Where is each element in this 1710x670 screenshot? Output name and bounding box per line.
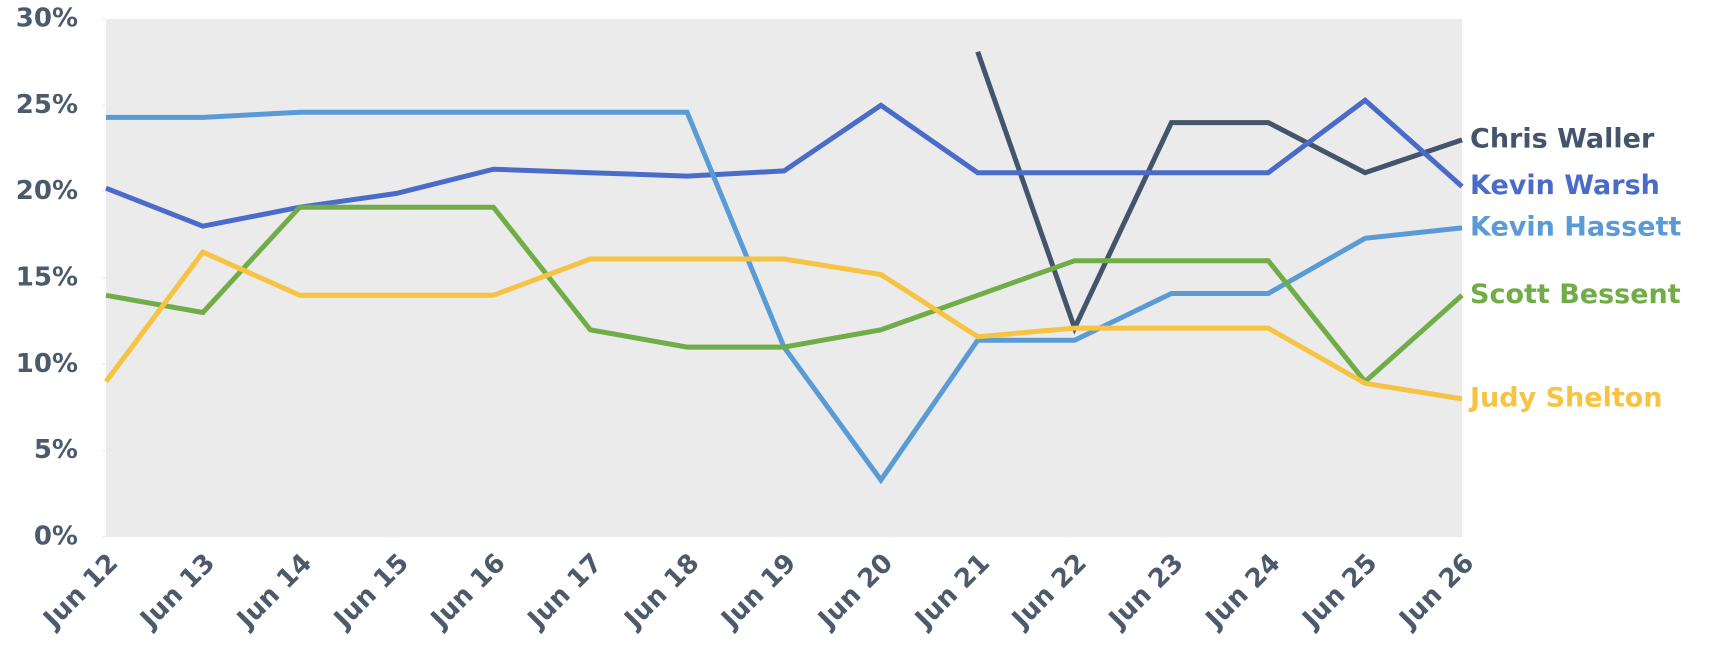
x-tick-label: Jun 16 <box>424 548 512 636</box>
x-tick-label: Jun 19 <box>715 548 803 636</box>
x-tick-label: Jun 12 <box>37 548 125 636</box>
series-label: Chris Waller <box>1470 123 1655 154</box>
x-tick-label: Jun 21 <box>908 548 996 636</box>
y-tick-label: 5% <box>34 435 78 465</box>
series-label: Kevin Warsh <box>1470 170 1660 201</box>
line-series <box>103 249 1463 402</box>
x-tick-label: Jun 25 <box>1296 548 1384 636</box>
x-tick-label: Jun 23 <box>1102 548 1190 636</box>
series-label: Scott Bessent <box>1470 279 1681 310</box>
x-tick-label: Jun 26 <box>1393 548 1481 636</box>
y-tick-label: 20% <box>16 176 78 206</box>
line-series <box>975 50 1463 335</box>
series-label: Kevin Hassett <box>1470 211 1681 242</box>
x-tick-label: Jun 22 <box>1005 548 1093 636</box>
line-series <box>105 96 1464 229</box>
y-tick-label: 30% <box>16 4 78 34</box>
x-tick-label: Jun 13 <box>133 548 221 636</box>
y-tick-label: 10% <box>16 349 78 379</box>
y-tick-label: 25% <box>16 90 78 120</box>
x-tick-label: Jun 14 <box>230 548 318 636</box>
y-tick-label: 0% <box>34 522 78 552</box>
plot-area <box>106 19 1462 537</box>
x-tick-label: Jun 15 <box>327 548 415 636</box>
x-tick-label: Jun 20 <box>811 548 899 636</box>
x-tick-label: Jun 18 <box>618 548 706 636</box>
series-label: Judy Shelton <box>1468 382 1663 413</box>
line-series <box>105 204 1464 386</box>
y-tick-label: 15% <box>16 263 78 293</box>
x-tick-label: Jun 24 <box>1199 548 1287 636</box>
x-tick-label: Jun 17 <box>521 548 609 636</box>
